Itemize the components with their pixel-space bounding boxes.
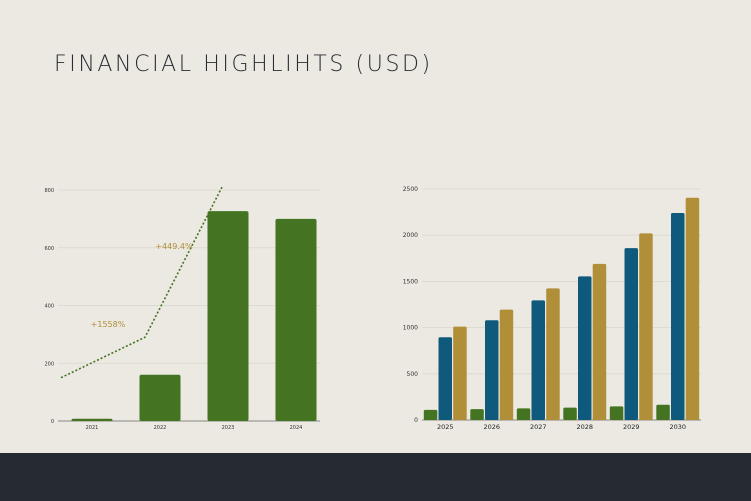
bar bbox=[592, 263, 607, 420]
y-tick-label: 2500 bbox=[403, 186, 418, 193]
bar bbox=[609, 406, 624, 420]
bar bbox=[499, 309, 514, 420]
x-tick-label: 2030 bbox=[669, 423, 686, 431]
y-tick-label: 800 bbox=[44, 188, 54, 194]
bar bbox=[531, 300, 545, 420]
x-tick-label: 2028 bbox=[576, 423, 593, 431]
y-tick-label: 2000 bbox=[403, 232, 418, 239]
bar bbox=[639, 233, 653, 420]
x-tick-label: 2022 bbox=[154, 425, 167, 431]
x-tick-label: 2024 bbox=[290, 425, 303, 431]
growth-line bbox=[60, 186, 223, 379]
growth-annotation: +449.4% bbox=[155, 242, 193, 251]
x-tick-label: 2026 bbox=[483, 423, 500, 431]
y-tick-label: 1500 bbox=[403, 278, 418, 285]
bar bbox=[438, 337, 452, 420]
bar bbox=[578, 276, 592, 420]
bar bbox=[139, 374, 181, 421]
bar bbox=[207, 211, 249, 421]
bar bbox=[656, 404, 670, 420]
bar bbox=[470, 409, 484, 420]
y-tick-label: 600 bbox=[44, 246, 54, 252]
x-tick-label: 2023 bbox=[222, 425, 235, 431]
x-tick-label: 2027 bbox=[530, 423, 547, 431]
bar bbox=[71, 418, 113, 421]
bar bbox=[275, 218, 317, 421]
y-tick-label: 0 bbox=[414, 417, 418, 424]
bar bbox=[423, 409, 438, 420]
footer-bar bbox=[0, 453, 751, 501]
x-tick-label: 2021 bbox=[86, 425, 99, 431]
growth-annotation: +1558% bbox=[91, 320, 126, 329]
y-tick-label: 500 bbox=[407, 371, 419, 378]
y-tick-label: 200 bbox=[44, 361, 54, 367]
bar bbox=[516, 408, 531, 420]
page-title: FINANCIAL HIGHLIHTS (USD) bbox=[54, 52, 433, 77]
y-tick-label: 1000 bbox=[403, 325, 418, 332]
y-tick-label: 400 bbox=[44, 304, 54, 310]
bar bbox=[563, 407, 577, 420]
bar bbox=[485, 320, 499, 420]
x-tick-label: 2029 bbox=[623, 423, 640, 431]
left-bar-chart: 0 200 400 600 800 2021 2022 2023 2024 +1558% +449.… bbox=[44, 186, 320, 431]
bar bbox=[546, 288, 560, 420]
bar bbox=[671, 213, 685, 420]
bar bbox=[624, 248, 638, 420]
x-tick-label: 2025 bbox=[437, 423, 454, 431]
right-grouped-bar-chart: 0 500 1000 1500 2000 2500 2025 2026 2027 2028 2029… bbox=[403, 186, 701, 431]
bar bbox=[453, 326, 467, 420]
bar bbox=[685, 197, 700, 420]
y-tick-label: 0 bbox=[51, 419, 54, 425]
